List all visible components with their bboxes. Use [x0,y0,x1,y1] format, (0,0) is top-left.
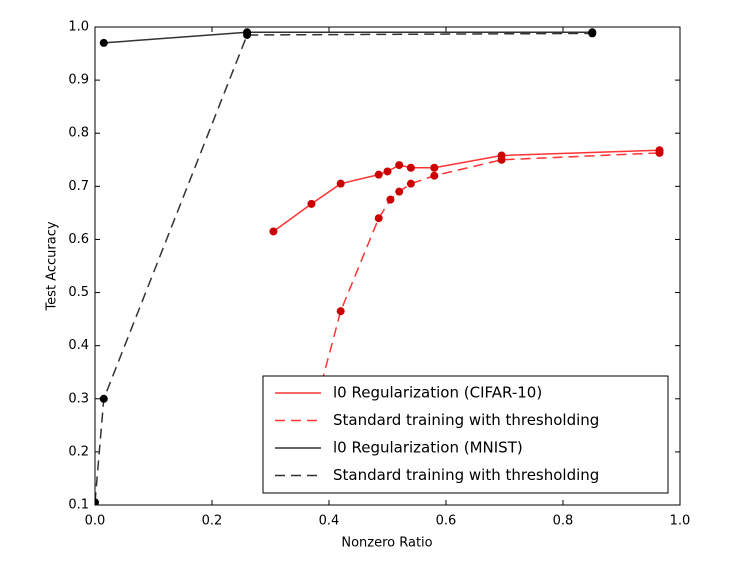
point [395,187,404,196]
point [374,170,383,179]
y-tick-label: 0.9 [68,73,89,88]
point [406,179,415,188]
y-tick-label: 0.2 [68,444,89,459]
y-tick-label: 0.5 [68,285,89,300]
legend-label: Standard training with thresholding [333,466,599,484]
legend-box [262,375,669,494]
point [99,38,108,47]
point [497,155,506,164]
legend-label: l0 Regularization (MNIST) [333,439,523,457]
series-line [316,152,660,399]
point [95,498,99,505]
y-axis-label: Test Accuracy [45,221,60,311]
plot [95,28,664,505]
y-tick-label: 0.6 [68,232,89,247]
point [406,163,415,172]
series-line [95,32,593,503]
series-line [272,149,660,233]
point [307,199,316,208]
x-tick-label: 1.0 [670,514,691,529]
point [336,179,345,188]
point [383,167,392,176]
y-tick-label: 0.4 [68,338,89,353]
point [395,161,404,170]
y-tick-label: 0.8 [68,126,89,141]
legend-label: l0 Regularization (CIFAR-10) [333,384,542,402]
y-tick-label: 0.3 [68,391,89,406]
point [588,29,597,38]
point [374,214,383,223]
plot-frame [94,26,681,506]
x-tick-label: 0.0 [85,514,106,529]
point [430,163,439,172]
y-tick-label: 0.7 [68,179,89,194]
x-axis-label: Nonzero Ratio [341,536,432,551]
y-tick-label: 1.0 [68,20,89,35]
point [99,394,108,403]
x-tick-label: 0.6 [436,514,457,529]
point [243,30,252,39]
point [336,307,345,316]
y-tick-label: 0.1 [68,498,89,513]
legend-label: Standard training with thresholding [333,411,599,429]
x-tick-label: 0.8 [553,514,574,529]
point [269,227,278,236]
point [430,171,439,180]
point [386,195,395,204]
x-tick-label: 0.2 [202,514,223,529]
point [655,148,664,157]
x-tick-label: 0.4 [319,514,340,529]
